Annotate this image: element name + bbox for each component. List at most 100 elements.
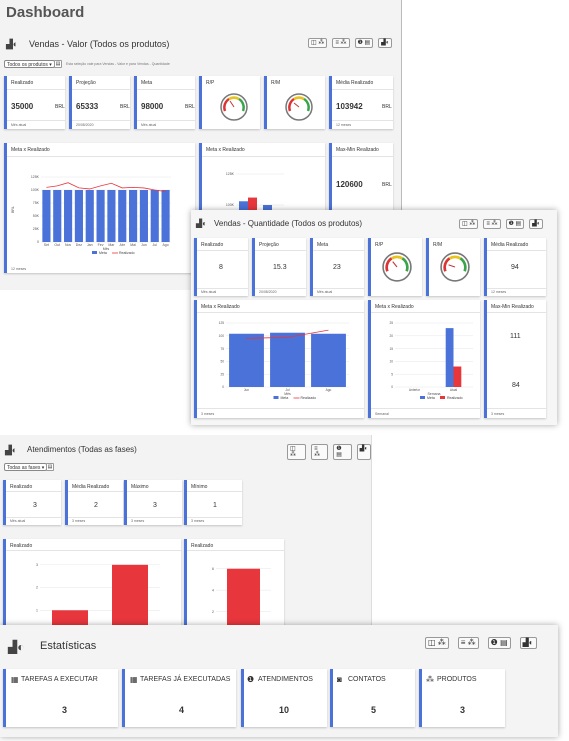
chart-title: Max-Min Realizado xyxy=(336,147,379,153)
y-axis-label: BRL xyxy=(11,206,15,213)
card-value: 4 xyxy=(179,705,185,715)
vendas-valor-title: Vendas - Valor (Todos os produtos) xyxy=(29,39,170,49)
card-meta: Meta 23 Mês atual xyxy=(310,238,364,296)
card-title: Projeção xyxy=(259,242,279,248)
grid-view-button[interactable]: ◫ ⁂ xyxy=(425,637,449,649)
chart-foot: 12 meses xyxy=(11,267,27,271)
numbers-view-button[interactable]: ❶ ▤ xyxy=(354,38,374,48)
x-tick-label: Fev xyxy=(98,243,104,247)
card-title: R/M xyxy=(433,242,443,248)
list-view-button[interactable]: ≡ ⁂ xyxy=(457,637,479,649)
stat-produtos: ⁂ PRODUTOS 3 xyxy=(419,669,505,727)
grid-view-button[interactable]: ◫ ⁂ xyxy=(459,219,479,229)
rm-gauge-icon xyxy=(440,252,470,282)
line-realizado xyxy=(46,182,166,192)
card-title: Realizado xyxy=(10,484,33,490)
y-tick-label: 125K xyxy=(226,172,235,176)
charts-view-button[interactable]: ▟◐ xyxy=(519,637,537,649)
estatisticas-title: Estatísticas xyxy=(40,640,97,652)
bar-meta xyxy=(229,333,264,387)
line-realizado xyxy=(246,329,329,339)
numbers-view-button[interactable]: ❶ ▤ xyxy=(505,219,525,229)
card-foot: 3 meses xyxy=(72,519,86,523)
card-unit: BRL xyxy=(382,104,392,110)
chart-atend-realizado-2: Realizado 2 4 6 xyxy=(184,539,284,625)
chart-foot: 3 meses xyxy=(491,412,505,416)
charts-view-button[interactable]: ▟◐ xyxy=(529,219,544,229)
chart-title: Meta x Realizado xyxy=(206,147,245,153)
fase-filter-select[interactable]: Todas as fases ▾ xyxy=(4,463,48,471)
card-value: 94 xyxy=(511,264,519,271)
card-value: 3 xyxy=(460,705,466,715)
card-foot: Mês atual xyxy=(10,519,26,523)
y-tick-label: 125K xyxy=(31,175,40,179)
legend-swatch xyxy=(440,396,445,399)
card-title: Realizado xyxy=(201,242,224,248)
x-tick-label: Jun xyxy=(244,388,249,392)
card-rm-gauge: R/M xyxy=(264,76,325,129)
card-value: 2 xyxy=(94,502,98,509)
chart-1-svg: 0 25K 50K 75K 100K 125K Set Out Nov Dez Jan Fev Mar A… xyxy=(11,175,171,255)
bar-meta xyxy=(96,190,105,242)
atendimento-icon: ❶ xyxy=(247,675,255,684)
card-value: 3 xyxy=(153,502,157,509)
list-view-button[interactable]: ≡ ⁂ xyxy=(332,38,350,48)
card-value: 98000 xyxy=(141,102,164,111)
y-tick-label: 1 xyxy=(36,608,38,612)
chart-atend-realizado-1: Realizado 1 2 3 xyxy=(3,539,181,625)
card-foot: 20/08/2020 xyxy=(76,123,94,127)
y-tick-label: 125 xyxy=(219,321,225,325)
card-title: CONTATOS xyxy=(348,676,386,683)
card-rp-gauge: R/P xyxy=(199,76,260,129)
card-value: 35000 xyxy=(11,102,34,111)
legend-swatch xyxy=(420,396,425,399)
export-icon[interactable]: ▤ xyxy=(54,60,62,68)
list-view-button[interactable]: ≡ ⁂ xyxy=(483,219,501,229)
y-tick-label: 75K xyxy=(33,201,40,205)
bar-meta xyxy=(85,190,94,242)
x-tick-label: Mar xyxy=(108,243,115,247)
view-buttons: ◫ ⁂ ≡ ⁂ ❶ ▤ ▟◐ xyxy=(459,219,544,229)
card-unit: BRL xyxy=(185,104,195,110)
x-tick-label: Jul xyxy=(285,388,289,392)
card-title: R/M xyxy=(271,80,281,86)
bar-realizado xyxy=(227,568,260,625)
y-tick-label: 2 xyxy=(36,586,38,590)
export-icon[interactable]: ▤ xyxy=(46,463,54,471)
card-value: 8 xyxy=(219,264,223,271)
bar-meta xyxy=(270,332,305,387)
chart-foot: Semanal xyxy=(375,412,389,416)
section-icon: ▟◐ xyxy=(8,640,25,654)
card-foot: Mês atual xyxy=(11,123,27,127)
list-view-button[interactable]: ≡ ⁂ xyxy=(311,444,329,460)
section-icon: ▟◐ xyxy=(5,445,18,455)
chart-title: Realizado xyxy=(191,543,214,549)
card-foot: 3 meses xyxy=(131,519,145,523)
legend-swatch xyxy=(92,251,97,254)
x-tick-label: Set xyxy=(44,243,49,247)
grid-view-button[interactable]: ◫ ⁂ xyxy=(308,38,328,48)
grid-view-button[interactable]: ◫ ⁂ xyxy=(287,444,307,460)
bar-realizado xyxy=(52,610,88,625)
numbers-view-button[interactable]: ❶ ▤ xyxy=(333,444,352,460)
chart-6-svg: 2 4 6 xyxy=(212,567,271,625)
chart-foot: 3 meses xyxy=(201,412,215,416)
product-filter-select[interactable]: Todos os produtos ▾ xyxy=(4,60,55,68)
numbers-view-button[interactable]: ❶ ▤ xyxy=(487,637,511,649)
y-tick-label: 2 xyxy=(212,610,214,614)
products-icon: ⁂ xyxy=(426,675,434,684)
card-title: R/P xyxy=(375,242,384,248)
card-foot: 20/08/2020 xyxy=(259,290,277,294)
charts-view-button[interactable]: ▟◐ xyxy=(378,38,393,48)
tasks-done-icon: ▦ xyxy=(130,675,138,684)
x-tick-label: Anterior xyxy=(409,388,421,392)
rm-gauge-icon xyxy=(285,93,313,121)
x-axis-label: Mês xyxy=(284,392,291,396)
chart-title: Max-Min Realizado xyxy=(491,304,534,310)
y-tick-label: 100K xyxy=(31,188,40,192)
max-unit: BRL xyxy=(382,182,392,188)
view-buttons: ◫ ⁂ ≡ ⁂ ❶ ▤ ▟◐ xyxy=(287,444,371,460)
charts-view-button[interactable]: ▟◐ xyxy=(356,444,371,460)
card-title: Meta xyxy=(317,242,329,248)
view-buttons: ◫ ⁂ ≡ ⁂ ❶ ▤ ▟◐ xyxy=(425,637,537,649)
